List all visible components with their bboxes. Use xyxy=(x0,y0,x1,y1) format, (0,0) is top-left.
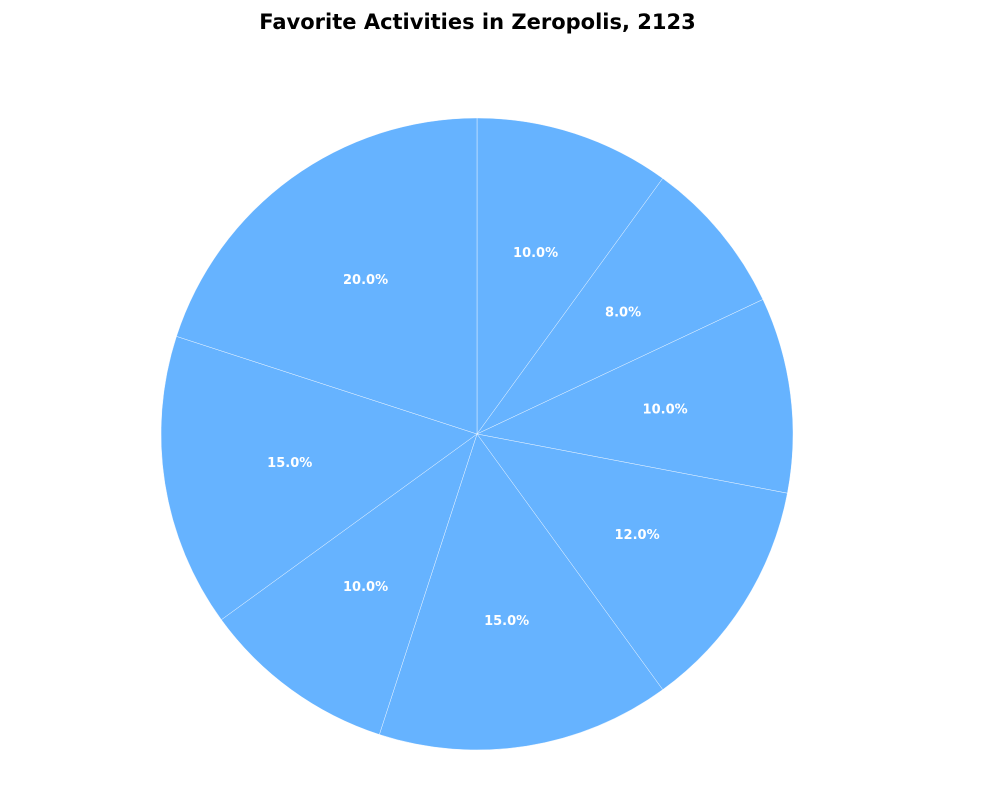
chart-title: Favorite Activities in Zeropolis, 2123 xyxy=(259,10,696,34)
pie-slice xyxy=(176,117,478,435)
slice-percent-label: 8.0% xyxy=(605,306,641,321)
slice-percent-label: 12.0% xyxy=(615,528,660,543)
pie-slice xyxy=(221,433,478,735)
slice-percent-label: 20.0% xyxy=(343,273,388,288)
pie-labels: 10.0% 8.0% 10.0% 12.0% 15.0% 10.0% 15.0% 20.0% xyxy=(267,246,687,629)
slice-percent-label: 15.0% xyxy=(484,614,529,629)
pie-slice xyxy=(160,336,478,621)
pie-slice xyxy=(379,433,664,751)
pie-slices xyxy=(160,117,794,751)
pie-slice xyxy=(476,299,794,494)
pie-slice xyxy=(476,178,764,435)
pie-slice xyxy=(476,117,664,435)
pie-slice xyxy=(476,433,788,690)
slice-percent-label: 10.0% xyxy=(513,246,558,261)
slice-percent-label: 10.0% xyxy=(643,403,688,418)
slice-percent-label: 15.0% xyxy=(267,456,312,471)
slice-percent-label: 10.0% xyxy=(343,580,388,595)
